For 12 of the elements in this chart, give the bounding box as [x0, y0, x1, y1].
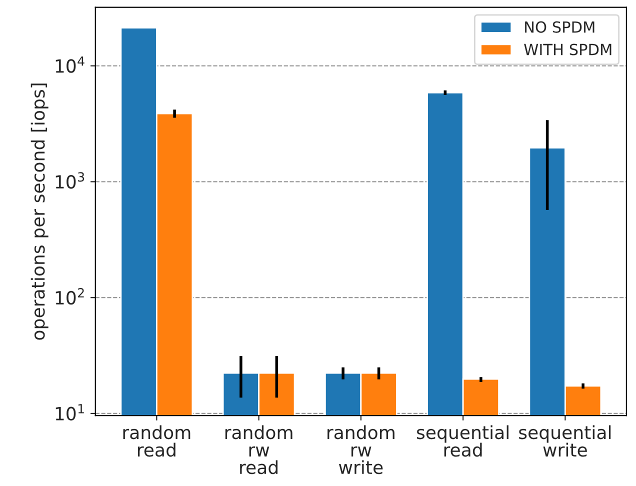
y-axis-title: operations per second [iops] [30, 84, 48, 340]
legend-label: NO SPDM [525, 21, 594, 33]
x-tick-label: sequential write [519, 425, 611, 457]
legend-label: WITH SPDM [524, 44, 612, 56]
x-tick-label: random rw write [328, 425, 394, 474]
y-tick-label: 10$^{3}$ [56, 172, 84, 189]
y-tick-label: 10$^{2}$ [56, 288, 84, 305]
x-tick-label: sequential read [416, 425, 508, 457]
x-tick-label: random read [123, 425, 190, 457]
y-tick-label: 10$^{1}$ [56, 404, 84, 420]
x-tick-label: random rw read [225, 425, 292, 474]
y-tick-label: 10$^{4}$ [56, 56, 84, 73]
